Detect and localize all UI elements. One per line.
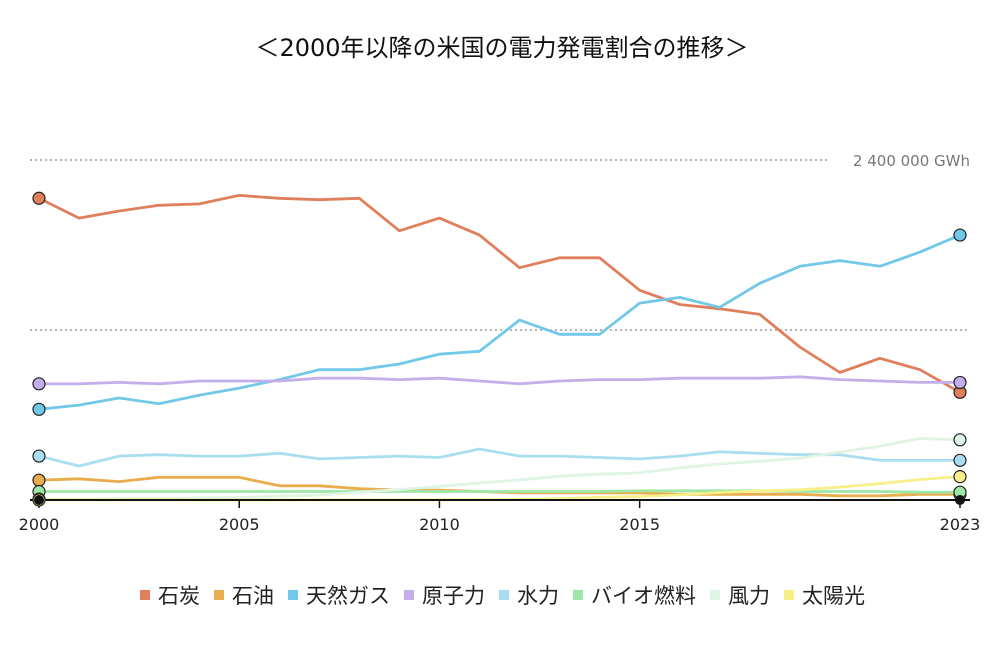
legend-swatch bbox=[784, 590, 794, 600]
legend-swatch bbox=[140, 590, 150, 600]
legend-swatch bbox=[404, 590, 414, 600]
legend-swatch bbox=[499, 590, 509, 600]
x-tick-label: 2023 bbox=[940, 515, 981, 534]
x-tick-label: 2000 bbox=[19, 515, 60, 534]
legend-label: 太陽光 bbox=[802, 584, 865, 608]
legend-item-天然ガス: 天然ガス bbox=[288, 584, 390, 608]
legend-label: 風力 bbox=[728, 584, 770, 608]
series-line-風力 bbox=[37, 437, 962, 501]
series-line-天然ガス bbox=[37, 233, 962, 411]
legend-label: 天然ガス bbox=[306, 584, 390, 608]
axis-end-marker bbox=[34, 495, 44, 505]
grid-lines: 2 400 000 GWh bbox=[30, 152, 970, 331]
legend-label: 水力 bbox=[517, 584, 559, 608]
series-line-水力 bbox=[37, 447, 962, 468]
legend-label: 原子力 bbox=[422, 584, 485, 608]
legend-item-石炭: 石炭 bbox=[140, 584, 200, 608]
legend-swatch bbox=[710, 590, 720, 600]
x-axis: 2000 2005 2010 2015 2023 bbox=[19, 499, 981, 534]
series-marker-原子力 bbox=[32, 377, 46, 391]
series-marker-天然ガス bbox=[32, 402, 46, 416]
legend-item-風力: 風力 bbox=[710, 584, 770, 608]
reference-line-label: 2 400 000 GWh bbox=[853, 152, 970, 170]
x-tick-label: 2005 bbox=[219, 515, 260, 534]
legend-label: バイオ燃料 bbox=[591, 584, 696, 608]
legend-swatch bbox=[214, 590, 224, 600]
legend-label: 石炭 bbox=[158, 584, 200, 608]
legend-item-バイオ燃料: バイオ燃料 bbox=[573, 584, 696, 608]
series-marker-原子力 bbox=[953, 375, 967, 390]
x-tick-label: 2015 bbox=[619, 515, 660, 534]
series-line-石炭 bbox=[37, 193, 962, 394]
series-end-markers bbox=[32, 191, 967, 507]
legend-swatch bbox=[288, 590, 298, 600]
chart-title: ＜2000年以降の米国の電力発電割合の推移＞ bbox=[255, 34, 748, 62]
series-line-石油 bbox=[37, 475, 962, 498]
series-marker-風力 bbox=[953, 433, 967, 447]
legend-item-原子力: 原子力 bbox=[404, 584, 485, 608]
legend: 石炭 石油 天然ガス 原子力 水力 バイオ燃料 風力 太陽光 bbox=[140, 584, 865, 608]
series-marker-太陽光 bbox=[953, 470, 967, 484]
x-tick-label: 2010 bbox=[419, 515, 460, 534]
series-marker-石炭 bbox=[32, 191, 46, 205]
series-marker-水力 bbox=[953, 453, 967, 467]
series-line-原子力 bbox=[37, 375, 962, 386]
legend-item-水力: 水力 bbox=[499, 584, 559, 608]
legend-swatch bbox=[573, 590, 583, 600]
legend-label: 石油 bbox=[232, 584, 274, 608]
series-line-バイオ燃料 bbox=[37, 489, 962, 494]
legend-item-石油: 石油 bbox=[214, 584, 274, 608]
series-marker-天然ガス bbox=[953, 228, 967, 242]
series-lines bbox=[37, 193, 962, 502]
series-marker-水力 bbox=[32, 449, 46, 463]
axis-end-marker bbox=[955, 495, 965, 505]
legend-item-太陽光: 太陽光 bbox=[784, 584, 865, 608]
series-marker-石油 bbox=[32, 473, 46, 487]
